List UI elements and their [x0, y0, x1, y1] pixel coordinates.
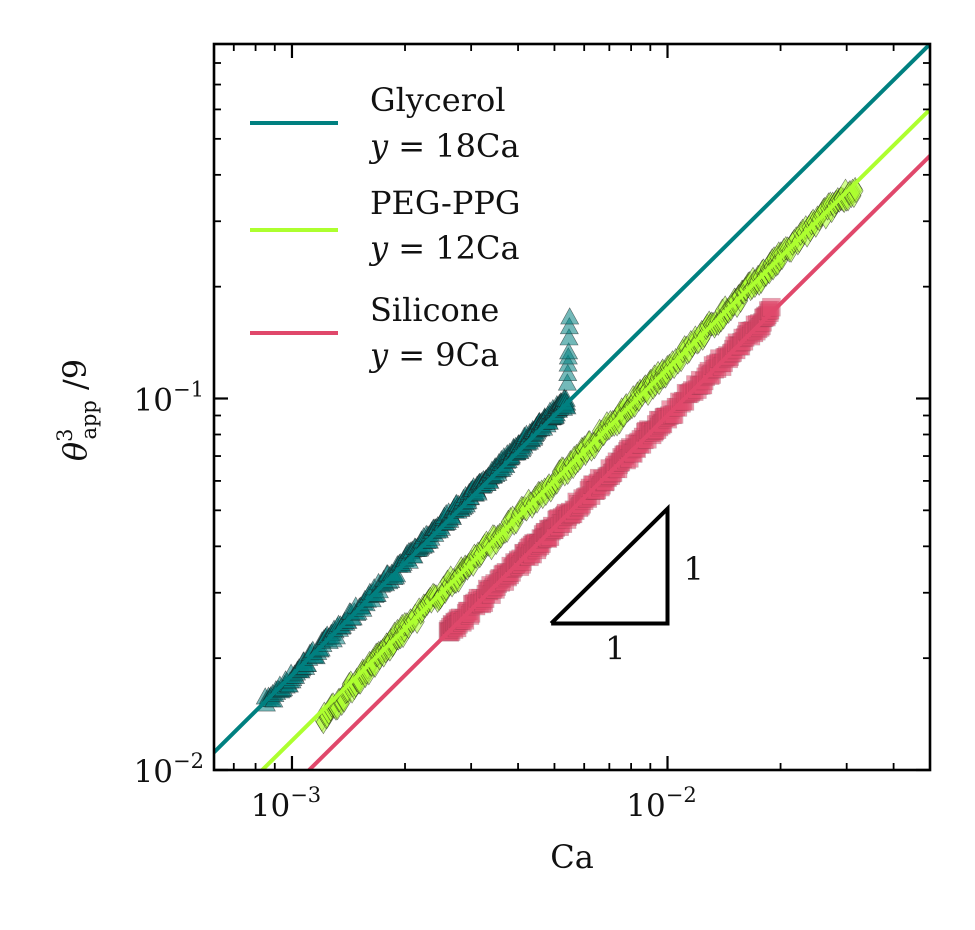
legend-label-peg-ppg: PEG-PPG [370, 184, 520, 222]
x-tick-labels: 10−3 10−2 [251, 783, 697, 824]
legend-label-glycerol: Glycerol [370, 81, 506, 119]
slope-triangle-shape [549, 503, 670, 626]
slope-run-label: 1 [605, 629, 625, 667]
legend-fit-silicone: y = 9Ca [368, 336, 499, 374]
data-point [559, 328, 579, 346]
data-point [558, 363, 578, 382]
fit-line-peg-ppg [259, 106, 930, 770]
data-point [559, 342, 579, 360]
y-tick-labels: 10−2 10−1 [134, 378, 204, 790]
legend-fit-peg-ppg: y = 12Ca [368, 229, 520, 267]
data-point [557, 373, 577, 391]
y-tick-label: 10−2 [134, 749, 204, 790]
legend-label-silicone: Silicone [370, 291, 499, 329]
data-point [762, 297, 781, 317]
fit-lines [214, 44, 930, 770]
x-tick-label: 10−2 [626, 783, 696, 824]
x-tick-label: 10−3 [251, 783, 321, 824]
legend: Glycerol y = 18Ca PEG-PPG y = 12Ca Silic… [250, 81, 520, 374]
data-point [559, 317, 579, 335]
fit-line-glycerol [214, 44, 930, 756]
plot-frame [212, 42, 932, 772]
legend-fit-glycerol: y = 18Ca [368, 127, 520, 165]
series-layer [255, 176, 864, 735]
data-point [560, 307, 580, 325]
axis-ticks [214, 43, 931, 772]
slope-rise-label: 1 [684, 550, 704, 588]
y-axis-label: θ3app /9 [53, 359, 101, 461]
slope-triangle: 1 1 [549, 503, 704, 667]
x-axis-label: Ca [550, 838, 594, 876]
fit-line-silicone [306, 153, 930, 770]
y-tick-label: 10−1 [134, 378, 204, 419]
